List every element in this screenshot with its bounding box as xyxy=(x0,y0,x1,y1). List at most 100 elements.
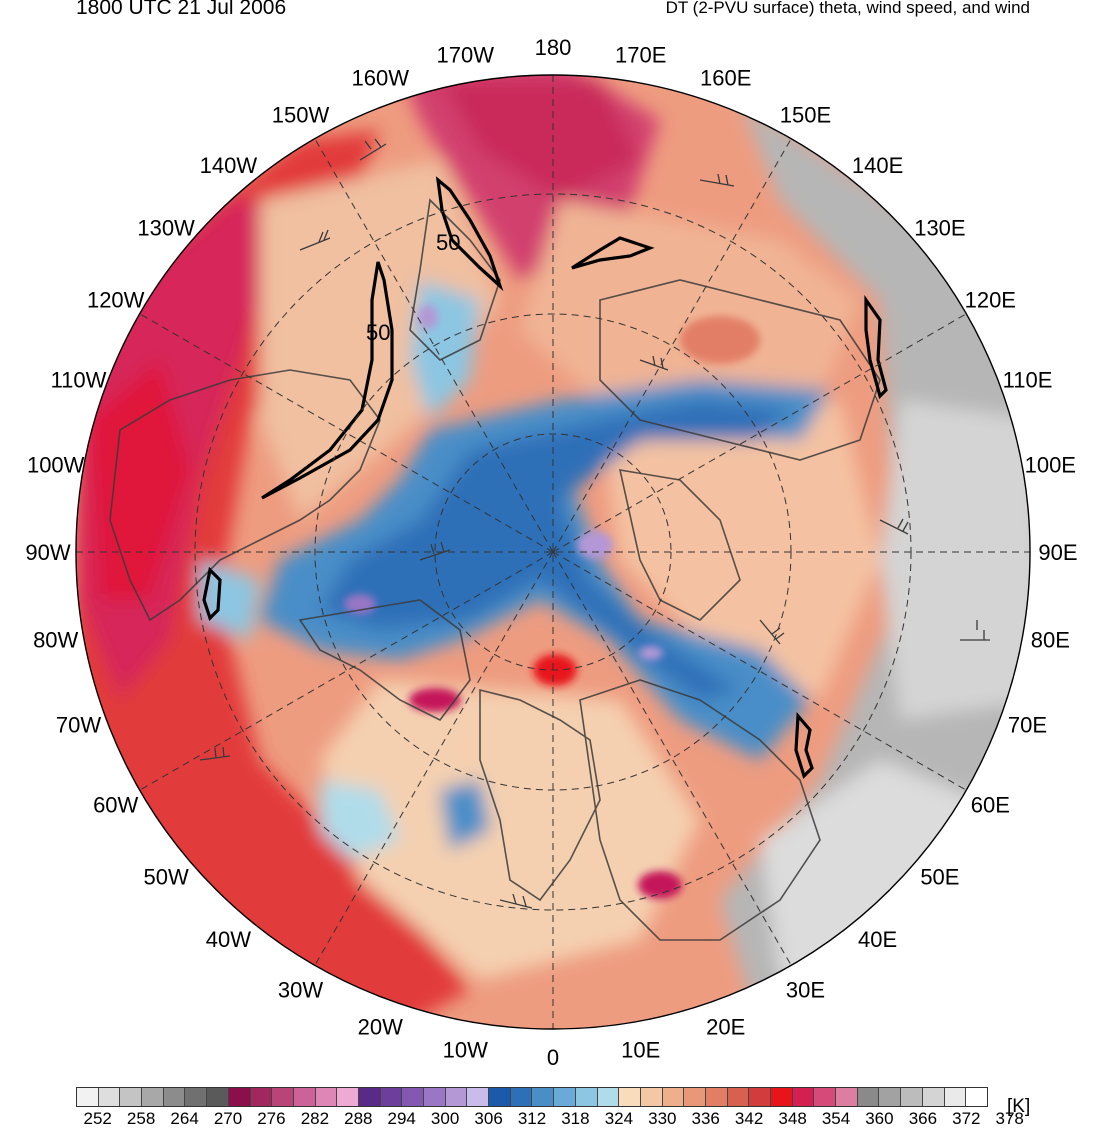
longitude-label: 0 xyxy=(547,1045,559,1070)
colorbar-tick-label: 318 xyxy=(561,1109,590,1128)
colorbar-tick-label: 288 xyxy=(344,1109,373,1128)
colorbar-swatch xyxy=(597,1088,620,1106)
longitude-label: 40E xyxy=(858,927,897,952)
colorbar-swatch xyxy=(228,1088,251,1106)
colorbar-tick-label: 330 xyxy=(648,1109,677,1128)
colorbar-swatch xyxy=(575,1088,598,1106)
colorbar-swatch xyxy=(727,1088,750,1106)
colorbar-swatch xyxy=(424,1088,446,1106)
longitude-label: 110E xyxy=(1003,367,1053,392)
colorbar-tick-label: 312 xyxy=(517,1109,547,1128)
longitude-label: 50E xyxy=(920,865,959,890)
colorbar-swatch xyxy=(315,1088,338,1106)
colorbar-swatch xyxy=(662,1088,685,1106)
colorbar-swatch xyxy=(185,1088,208,1106)
longitude-label: 130E xyxy=(914,215,965,240)
colorbar-swatch xyxy=(836,1088,858,1106)
colorbar xyxy=(76,1087,988,1107)
longitude-label: 160W xyxy=(352,66,410,91)
colorbar-swatch xyxy=(879,1088,902,1106)
colorbar-swatch xyxy=(272,1088,294,1106)
colorbar-swatch xyxy=(207,1088,229,1106)
longitude-label: 30E xyxy=(786,977,825,1002)
contour-label: 50 xyxy=(366,320,390,345)
colorbar-tick-label: 258 xyxy=(126,1109,156,1128)
colorbar-tick-label: 294 xyxy=(387,1109,416,1128)
longitude-label: 90E xyxy=(1038,540,1077,565)
longitude-label: 80E xyxy=(1031,628,1070,653)
colorbar-ticks: 252 258 264 270 276 282 288 294 300 306 312 318 324 3… xyxy=(76,1109,1024,1129)
colorbar-tick-label: 378 xyxy=(995,1109,1024,1128)
colorbar-swatch xyxy=(337,1088,359,1106)
longitude-label: 140E xyxy=(852,153,903,178)
wind-speed-contours xyxy=(202,176,888,780)
colorbar-swatch xyxy=(901,1088,923,1106)
colorbar-swatch xyxy=(445,1088,468,1106)
wind-barbs xyxy=(199,138,990,909)
longitude-label: 110W xyxy=(51,367,107,392)
contour-label: 50 xyxy=(436,230,460,255)
colorbar-tick-label: 306 xyxy=(474,1109,503,1128)
longitude-label: 80W xyxy=(33,628,78,653)
colorbar-swatch xyxy=(402,1088,424,1106)
colorbar-swatch xyxy=(640,1088,663,1106)
colorbar-swatch xyxy=(142,1088,164,1106)
longitude-label: 120W xyxy=(87,288,145,313)
colorbar-swatch xyxy=(510,1088,533,1106)
colorbar-tick-label: 276 xyxy=(257,1109,286,1128)
colorbar-tick-label: 354 xyxy=(821,1109,851,1128)
longitude-label: 100W xyxy=(27,452,85,477)
colorbar-tick-label: 372 xyxy=(952,1109,981,1128)
longitude-label: 120E xyxy=(965,288,1016,313)
colorbar-tick-label: 366 xyxy=(908,1109,938,1128)
colorbar-tick-label: 252 xyxy=(83,1109,112,1128)
colorbar-tick-label: 282 xyxy=(300,1109,330,1128)
longitude-label: 50W xyxy=(143,865,188,890)
colorbar-swatch xyxy=(966,1088,987,1106)
longitude-label: 40W xyxy=(206,927,251,952)
colorbar-swatch xyxy=(771,1088,793,1106)
colorbar-swatch xyxy=(98,1088,121,1106)
colorbar-tick-label: 348 xyxy=(778,1109,807,1128)
longitude-label: 10E xyxy=(621,1037,660,1062)
longitude-label: 30W xyxy=(278,977,323,1002)
longitude-label: 60W xyxy=(93,793,138,818)
longitude-label: 20W xyxy=(358,1015,403,1040)
colorbar-swatch xyxy=(749,1088,771,1106)
polar-map: 50 50 xyxy=(25,35,1077,1070)
colorbar-swatch xyxy=(467,1088,490,1106)
colorbar-swatch xyxy=(250,1088,273,1106)
lat-lon-graticule xyxy=(76,75,1030,1029)
longitude-label: 180 xyxy=(535,35,572,60)
colorbar-tick-label: 336 xyxy=(691,1109,720,1128)
colorbar-swatch xyxy=(532,1088,555,1106)
longitude-label: 170E xyxy=(615,43,666,68)
colorbar-tick-label: 324 xyxy=(604,1109,634,1128)
longitude-label: 20E xyxy=(706,1015,745,1040)
colorbar-swatch xyxy=(922,1088,945,1106)
colorbar-swatch xyxy=(944,1088,967,1106)
longitude-label: 150W xyxy=(272,103,330,128)
colorbar-swatch xyxy=(857,1088,880,1106)
longitude-label: 70W xyxy=(56,713,101,738)
map-boundary xyxy=(75,74,1031,1030)
longitude-label: 90W xyxy=(25,540,70,565)
colorbar-swatch xyxy=(684,1088,706,1106)
longitude-label: 60E xyxy=(971,793,1010,818)
colorbar-swatch xyxy=(814,1088,837,1106)
colorbar-unit: [K] xyxy=(1007,1096,1031,1117)
product-title: DT (2-PVU surface) theta, wind speed, an… xyxy=(665,0,1030,17)
colorbar-swatch xyxy=(358,1088,381,1106)
colorbar-swatch xyxy=(554,1088,576,1106)
longitude-label: 170W xyxy=(437,43,495,68)
longitude-label: 130W xyxy=(137,215,195,240)
colorbar-tick-label: 342 xyxy=(734,1109,764,1128)
longitude-label: 70E xyxy=(1008,713,1047,738)
longitude-label: 150E xyxy=(780,103,831,128)
colorbar-tick-label: 264 xyxy=(170,1109,199,1128)
longitude-label: 100E xyxy=(1025,452,1076,477)
colorbar-swatch xyxy=(380,1088,403,1106)
colorbar-swatch xyxy=(163,1088,186,1106)
coastlines xyxy=(109,198,881,941)
colorbar-swatch xyxy=(619,1088,641,1106)
